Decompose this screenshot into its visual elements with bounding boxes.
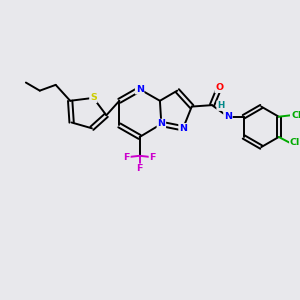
Text: Cl: Cl bbox=[291, 111, 300, 120]
Text: S: S bbox=[90, 93, 97, 102]
Text: H: H bbox=[217, 101, 224, 110]
Text: N: N bbox=[158, 119, 165, 128]
Text: F: F bbox=[149, 153, 156, 162]
Text: N: N bbox=[136, 85, 144, 94]
Text: Cl: Cl bbox=[290, 138, 300, 147]
Text: F: F bbox=[123, 153, 130, 162]
Text: N: N bbox=[224, 112, 232, 121]
Text: N: N bbox=[179, 124, 187, 133]
Text: F: F bbox=[136, 164, 143, 173]
Text: O: O bbox=[215, 83, 223, 92]
